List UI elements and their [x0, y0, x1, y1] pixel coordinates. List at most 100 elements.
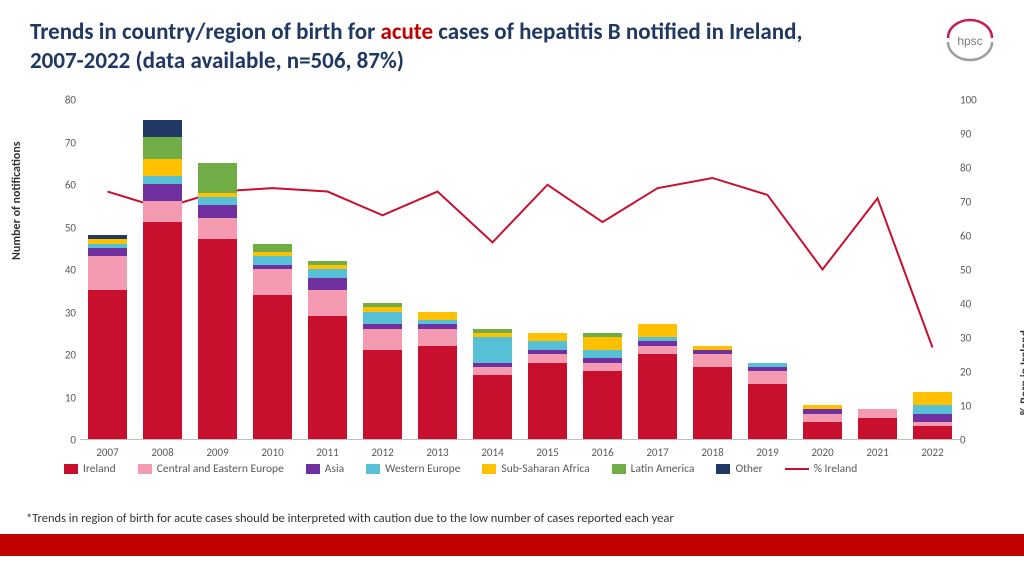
chart-title: Trends in country/region of birth for ac…: [30, 18, 850, 76]
bar-segment-ssa: [253, 252, 293, 256]
bar-segment-we: [143, 176, 183, 185]
x-tick: 2009: [206, 446, 228, 459]
bar-segment-asia: [528, 350, 568, 354]
y-left-tick: 80: [58, 94, 76, 107]
bar-segment-ireland: [143, 222, 183, 439]
y-right-tick: 0: [960, 434, 982, 447]
x-tick: 2018: [701, 446, 723, 459]
bar-segment-we: [88, 244, 128, 248]
legend-swatch: [138, 464, 152, 474]
bar-segment-we: [913, 405, 953, 414]
bar-segment-we: [198, 197, 238, 206]
bar-segment-we: [418, 320, 458, 324]
y-right-tick: 100: [960, 94, 982, 107]
bar-segment-ireland: [418, 346, 458, 440]
bar-segment-we: [583, 350, 623, 359]
chart-container: Number of notifications % Born in Irelan…: [30, 90, 994, 480]
bar-segment-cee: [308, 290, 348, 316]
bar-segment-ssa: [913, 392, 953, 405]
bar-segment-ssa: [143, 159, 183, 176]
x-tick: 2016: [591, 446, 613, 459]
bar-segment-ssa: [418, 312, 458, 321]
bar-segment-la: [363, 303, 403, 307]
bar-segment-ireland: [473, 375, 513, 439]
bar-segment-asia: [913, 414, 953, 423]
legend-item-ssa: Sub-Saharan Africa: [482, 462, 589, 476]
y-right-tick: 60: [960, 230, 982, 243]
y-left-tick: 0: [58, 434, 76, 447]
bar-segment-cee: [473, 367, 513, 376]
bar-segment-la: [253, 244, 293, 253]
footnote: *Trends in region of birth for acute cas…: [26, 511, 674, 526]
y-left-tick: 20: [58, 349, 76, 362]
x-tick: 2020: [811, 446, 833, 459]
legend: Ireland Central and Eastern Europe Asia Wes…: [64, 462, 1014, 476]
y-right-tick: 70: [960, 196, 982, 209]
bar-segment-ssa: [803, 405, 843, 409]
y-left-tick: 70: [58, 136, 76, 149]
bar-segment-cee: [638, 346, 678, 355]
bar-segment-ireland: [198, 239, 238, 439]
bar-segment-we: [253, 256, 293, 265]
bar-segment-ssa: [583, 337, 623, 350]
legend-item-asia: Asia: [306, 462, 344, 476]
legend-swatch: [306, 464, 320, 474]
legend-label: % Ireland: [814, 462, 858, 476]
bar-segment-ssa: [198, 193, 238, 197]
legend-swatch: [612, 464, 626, 474]
bar-segment-asia: [693, 350, 733, 354]
bar-segment-asia: [583, 358, 623, 362]
bar-segment-asia: [638, 341, 678, 345]
x-tick: 2007: [96, 446, 118, 459]
title-accent: acute: [380, 18, 433, 46]
bar-segment-ireland: [88, 290, 128, 439]
bar-segment-cee: [253, 269, 293, 295]
bar-segment-ireland: [308, 316, 348, 439]
y-right-tick: 30: [960, 332, 982, 345]
title-prefix: Trends in country/region of birth for: [30, 18, 380, 46]
bar-segment-la: [143, 137, 183, 158]
bar-segment-asia: [253, 265, 293, 269]
y-left-tick: 60: [58, 179, 76, 192]
legend-label: Asia: [325, 462, 344, 476]
legend-item-cee: Central and Eastern Europe: [138, 462, 284, 476]
legend-swatch: [716, 464, 730, 474]
hpsc-logo: hpsc: [940, 14, 1000, 64]
x-tick: 2022: [921, 446, 943, 459]
bar-segment-ireland: [693, 367, 733, 439]
bar-segment-cee: [143, 201, 183, 222]
bar-segment-cee: [748, 371, 788, 384]
legend-item-la: Latin America: [612, 462, 695, 476]
legend-item-ireland: Ireland: [64, 462, 116, 476]
bar-segment-ssa: [528, 333, 568, 342]
bar-segment-ireland: [528, 363, 568, 440]
x-tick: 2010: [261, 446, 283, 459]
x-tick: 2013: [426, 446, 448, 459]
legend-label: Ireland: [83, 462, 116, 476]
y-right-tick: 80: [960, 162, 982, 175]
legend-item-we: Western Europe: [366, 462, 460, 476]
y-right-axis-label: % Born in Ireland: [1018, 330, 1024, 415]
bar-segment-ireland: [858, 418, 898, 439]
legend-item-line: % Ireland: [785, 462, 858, 476]
y-right-tick: 40: [960, 298, 982, 311]
x-tick: 2011: [316, 446, 338, 459]
bar-segment-asia: [418, 324, 458, 328]
bar-segment-we: [308, 269, 348, 278]
bar-segment-cee: [803, 414, 843, 423]
bar-segment-ssa: [638, 324, 678, 337]
y-left-axis-label: Number of notifications: [10, 141, 24, 260]
bar-segment-ireland: [363, 350, 403, 439]
legend-item-other: Other: [716, 462, 762, 476]
bar-segment-cee: [858, 409, 898, 418]
y-left-tick: 30: [58, 306, 76, 319]
bar-segment-ssa: [473, 333, 513, 337]
bar-segment-other: [143, 120, 183, 137]
bar-segment-cee: [913, 422, 953, 426]
bar-segment-cee: [418, 329, 458, 346]
bar-segment-asia: [363, 324, 403, 328]
x-tick: 2021: [866, 446, 888, 459]
bar-segment-we: [528, 341, 568, 350]
legend-label: Other: [735, 462, 762, 476]
bar-segment-we: [748, 363, 788, 367]
